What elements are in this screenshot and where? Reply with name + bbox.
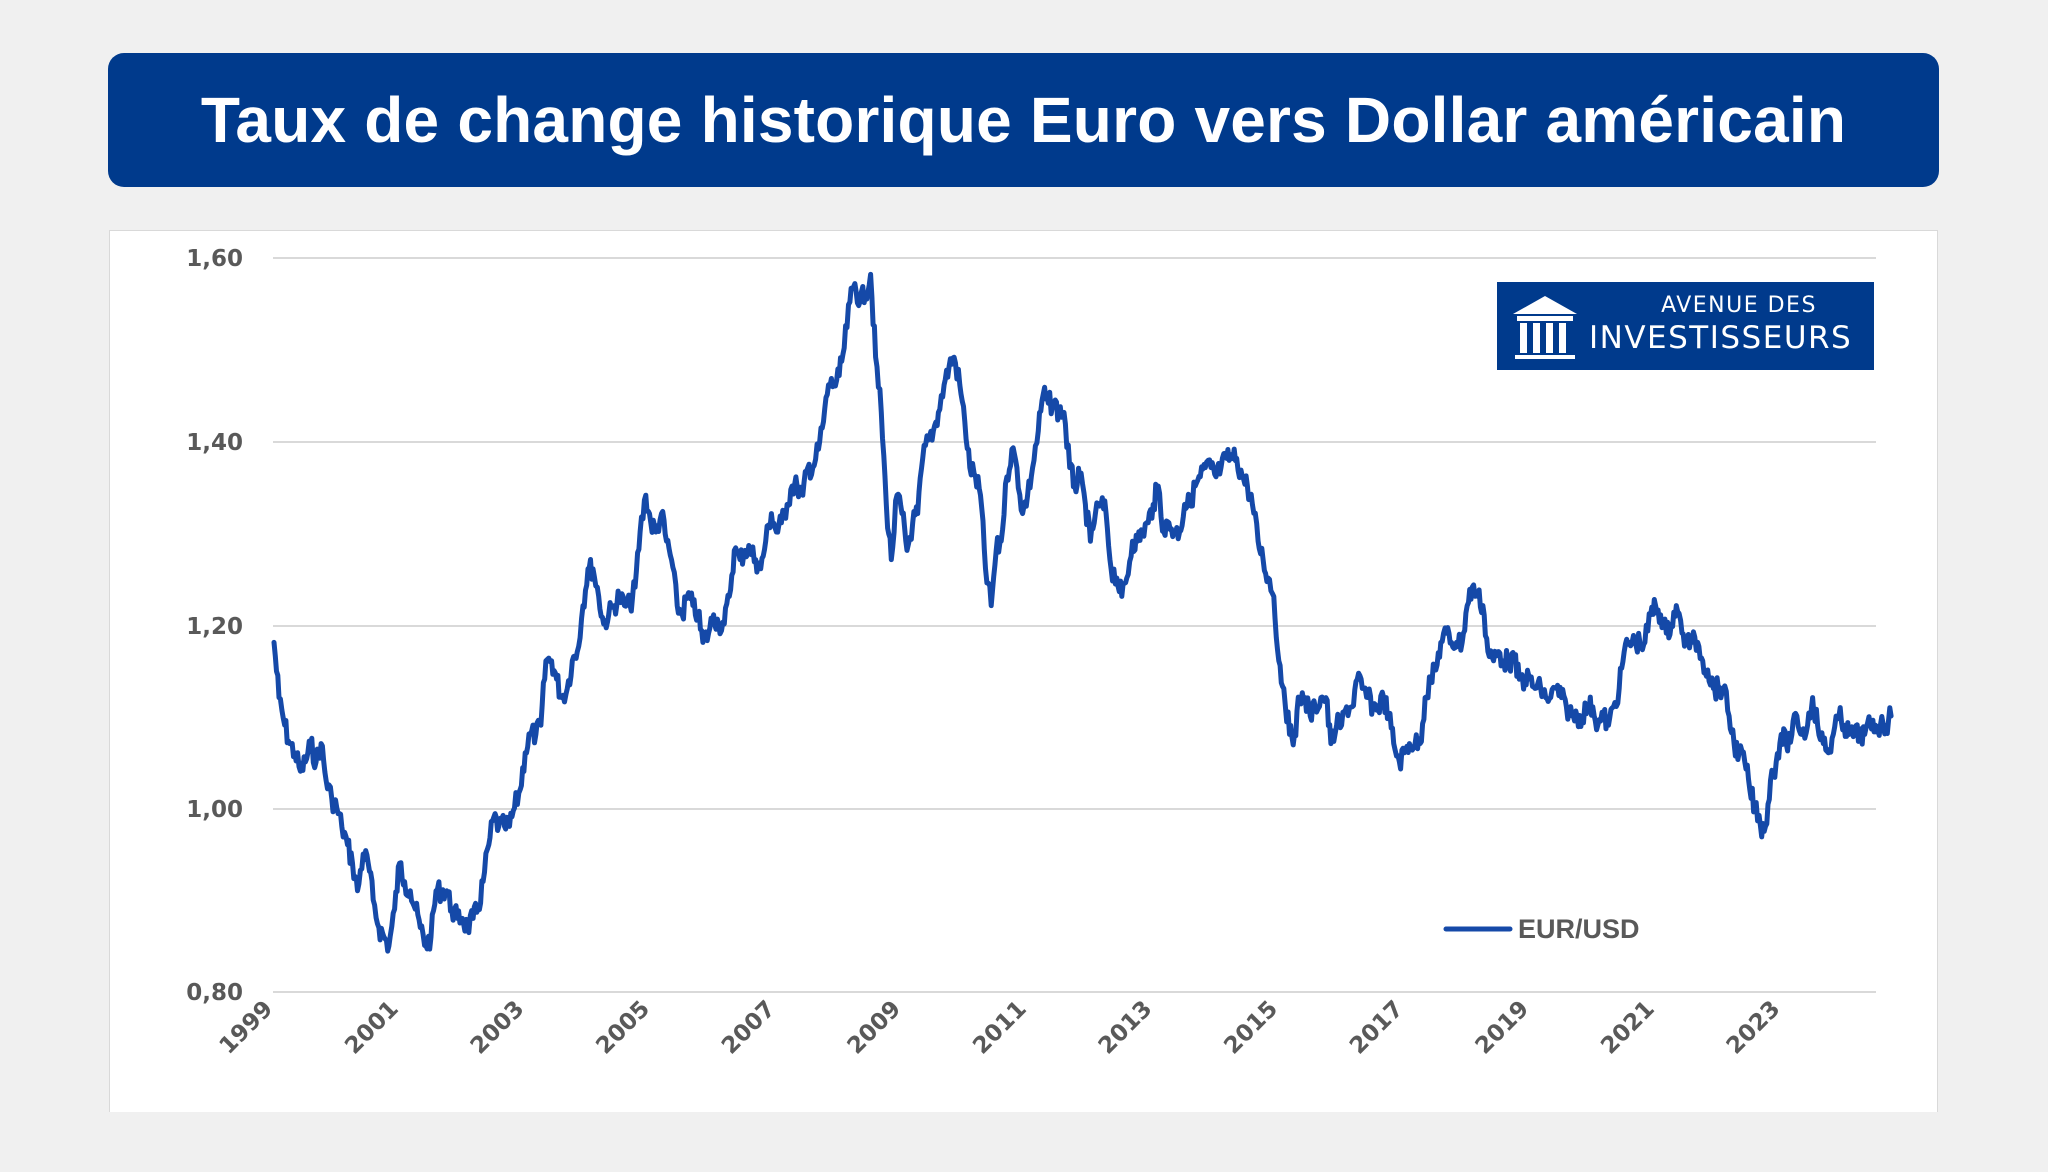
x-tick-label: 2019: [1471, 996, 1535, 1060]
brand-logo: AVENUE DES INVESTISSEURS: [1497, 282, 1874, 370]
y-tick-label: 1,40: [186, 430, 243, 456]
x-tick-label: 2021: [1596, 996, 1660, 1060]
x-tick-label: 2001: [340, 996, 404, 1060]
logo-text-line1: AVENUE DES: [1661, 293, 1817, 318]
title-banner: Taux de change historique Euro vers Doll…: [108, 53, 1939, 187]
y-tick-label: 1,60: [186, 246, 243, 272]
chart-panel: [109, 230, 1938, 1112]
legend-label: EUR/USD: [1518, 914, 1640, 944]
x-tick-label: 2015: [1219, 996, 1283, 1060]
y-tick-label: 1,00: [186, 797, 243, 823]
page-title: Taux de change historique Euro vers Doll…: [200, 84, 1847, 156]
x-tick-label: 2009: [843, 996, 907, 1060]
y-axis: 1,60 1,40 1,20 1,00 0,80: [186, 246, 243, 1006]
eur-usd-line: [271, 271, 1894, 954]
x-tick-label: 2003: [466, 996, 530, 1060]
x-tick-label: 2007: [717, 996, 781, 1060]
y-tick-label: 1,20: [186, 614, 243, 640]
gridlines: [273, 257, 1876, 993]
x-axis: 1999 2001 2003 2005 2007 2009 2011 2013 2015 2017…: [215, 996, 1786, 1060]
x-tick-label: 2013: [1094, 996, 1158, 1060]
legend: EUR/USD: [1443, 914, 1640, 944]
bank-columns-icon: [1513, 296, 1577, 359]
y-tick-label: 0,80: [186, 980, 243, 1006]
logo-text-line2: INVESTISSEURS: [1589, 320, 1853, 356]
x-tick-label: 2023: [1722, 996, 1786, 1060]
x-tick-label: 2011: [968, 996, 1032, 1060]
x-tick-label: 2017: [1345, 996, 1409, 1060]
x-tick-label: 2005: [591, 996, 655, 1060]
